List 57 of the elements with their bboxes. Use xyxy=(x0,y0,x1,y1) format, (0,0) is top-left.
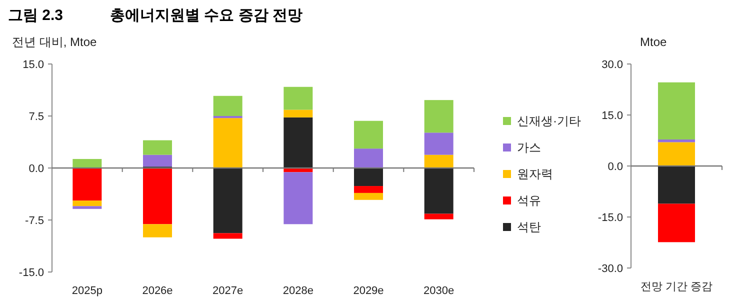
caption: 그림 2.3 xyxy=(8,7,64,24)
y-tick-label: 15.0 xyxy=(22,59,44,71)
x-tick-label: 2025p xyxy=(72,285,102,297)
bar xyxy=(213,96,242,116)
legend-label: 신재생·기타 xyxy=(517,114,581,128)
x-tick-label: 2027e xyxy=(212,285,244,297)
y-axis-title: 전년 대비, Mtoe xyxy=(12,35,98,49)
bar xyxy=(658,82,695,140)
bar xyxy=(658,204,695,242)
bar xyxy=(143,168,172,224)
legend-label: 석탄 xyxy=(517,220,541,234)
y-tick-label: 30.0 xyxy=(602,59,623,71)
y-tick-label: -7.5 xyxy=(25,215,44,227)
bar xyxy=(658,166,695,204)
bar xyxy=(213,168,242,234)
bar xyxy=(424,154,454,168)
bar xyxy=(424,132,454,155)
text: 총에너지원별 수요 증감 전망 xyxy=(110,7,303,24)
bar xyxy=(284,172,313,224)
bar xyxy=(72,200,102,206)
x-tick-label: 2028e xyxy=(282,285,314,297)
bar xyxy=(143,154,172,167)
x-tick-label: 2030e xyxy=(424,285,454,297)
bar xyxy=(424,100,454,133)
bar xyxy=(213,233,242,239)
bar xyxy=(143,224,172,238)
bar xyxy=(658,142,695,166)
bar xyxy=(658,139,695,142)
bar xyxy=(354,168,383,186)
bar xyxy=(72,168,102,201)
y-tick-label: -15.0 xyxy=(598,212,623,224)
bar xyxy=(354,148,383,168)
bar xyxy=(72,158,102,168)
y-tick-label: -15.0 xyxy=(18,267,44,279)
y-axis-title: Mtoe xyxy=(640,35,668,49)
bar xyxy=(354,186,383,193)
bar xyxy=(284,110,313,118)
bar xyxy=(424,214,454,220)
legend-label: 가스 xyxy=(517,140,541,154)
bar xyxy=(72,206,102,209)
y-tick-label: 15.0 xyxy=(602,110,623,122)
x-tick-label: 2026e xyxy=(142,285,173,297)
y-tick-label: -30.0 xyxy=(598,263,623,275)
bar xyxy=(354,192,383,200)
x-tick-label: 전망 기간 증감 xyxy=(640,281,713,293)
legend-label: 석유 xyxy=(517,194,541,208)
x-tick-label: 2029e xyxy=(353,285,384,297)
bar xyxy=(424,168,454,214)
legend-label: 원자력 xyxy=(517,167,553,181)
y-tick-label: 7.5 xyxy=(28,111,44,123)
bar xyxy=(284,86,313,110)
bar xyxy=(284,117,313,168)
bar xyxy=(143,140,172,155)
bar xyxy=(354,120,383,149)
bar xyxy=(213,118,242,168)
y-tick-label: 0.0 xyxy=(608,161,623,173)
y-tick-label: 0.0 xyxy=(28,163,44,175)
